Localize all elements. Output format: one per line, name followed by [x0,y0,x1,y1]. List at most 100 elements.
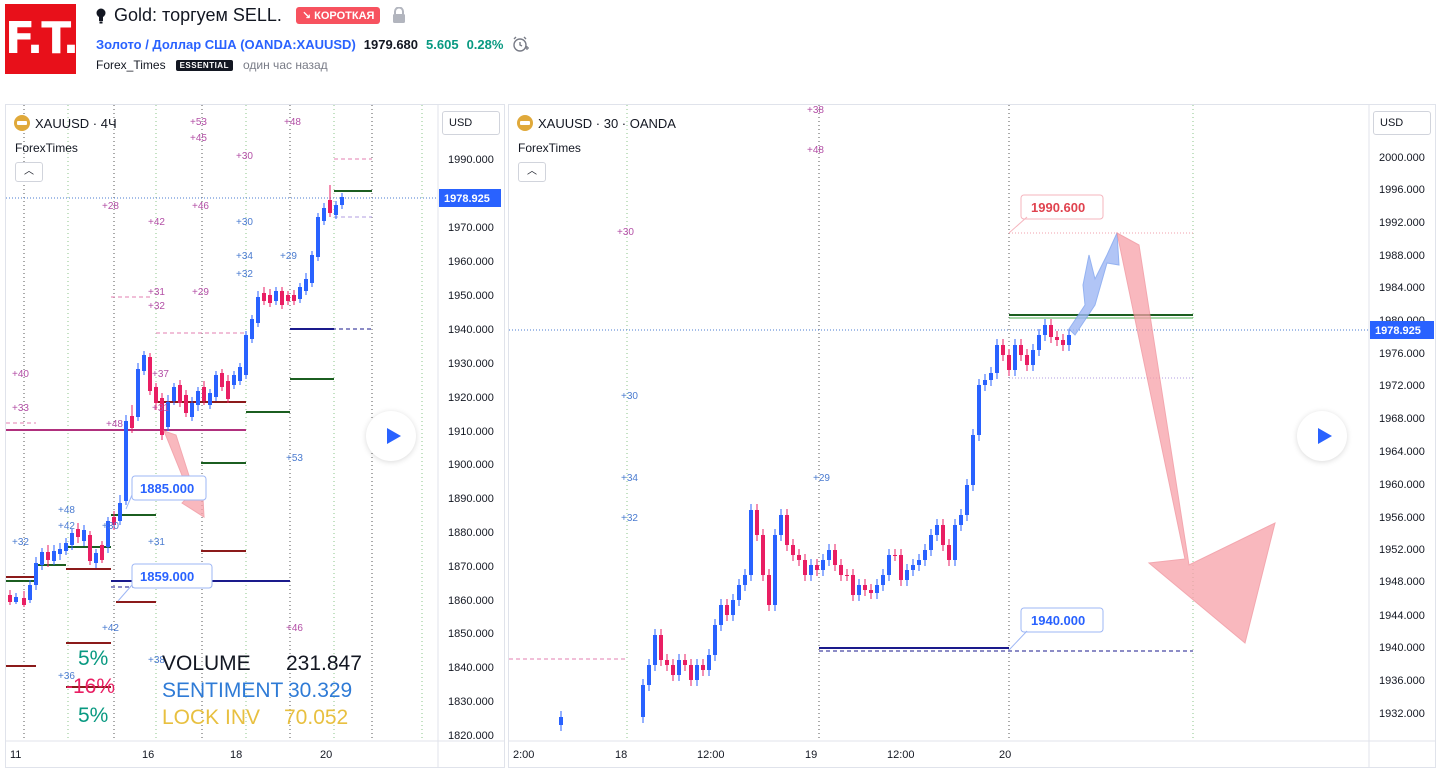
right-candle-body [1061,340,1065,345]
left-level-label: +37 [152,369,169,380]
left-level-label: +48 [106,419,123,430]
right-buy-arrow [1068,232,1120,336]
essential-badge: ESSENTIAL [175,59,233,71]
left-candle-body [340,197,344,205]
left-candle-body [334,205,338,215]
right-y-tick: 1984.000 [1379,282,1425,294]
right-candle-body [833,550,837,565]
left-currency-button[interactable]: USD [442,111,500,135]
left-x-tick: 20 [320,749,332,761]
symbol-link[interactable]: Золото / Доллар США (OANDA:XAUUSD) [96,36,356,52]
left-candle-body [202,387,206,401]
left-level-label: +42 [102,623,119,634]
right-candle-body [995,345,999,373]
left-callout-pointer [125,494,133,510]
right-level-label: +34 [621,473,638,484]
right-y-tick: 1968.000 [1379,413,1425,425]
right-chart-canvas[interactable]: 2000.000 1996.000 1992.000 1988.000 1984.000… [509,105,1436,768]
left-indicator-name[interactable]: ForexTimes [15,141,78,155]
left-candle-body [118,503,122,521]
left-play-button[interactable] [366,411,416,461]
left-candle-body [8,595,12,602]
left-pct-label: 5% [78,647,108,670]
author-line: Forex_Times ESSENTIAL один час назад [96,58,328,72]
right-candle-body [1055,337,1059,340]
chevron-up-icon: ︿ [527,166,537,177]
right-chart-legend[interactable]: XAUUSD · 30 · OANDA [517,115,676,131]
right-candle-body [911,565,915,570]
right-candle-body [809,565,813,575]
volume-value: 231.847 [286,652,362,675]
right-candle-body [989,373,993,380]
right-candle-body [953,525,957,560]
right-candle-body [677,660,681,675]
left-y-tick: 1960.000 [448,256,494,268]
left-candle-body [196,391,200,405]
left-y-tick: 1860.000 [448,595,494,607]
left-candle-body [76,529,80,537]
left-sell-arrow [163,430,205,518]
left-chart-legend[interactable]: XAUUSD · 4Ч [14,115,117,131]
alarm-clock-icon[interactable] [511,35,530,53]
left-candle-body [52,551,56,561]
right-candle-body [803,560,807,575]
lock-inv-label: LOCK INV [162,706,260,729]
left-candle-body [14,597,18,602]
right-level-label: +38 [807,105,824,116]
left-candle-body [280,291,284,305]
left-candle-body [136,369,140,417]
right-indicator-name[interactable]: ForexTimes [518,141,581,155]
right-chart-panel[interactable]: 2000.000 1996.000 1992.000 1988.000 1984.000… [508,104,1436,768]
right-candle-body [665,660,669,665]
left-candle-body [100,545,104,560]
right-candle-body [737,585,741,600]
forex-times-logo[interactable]: F.T. [5,4,79,74]
left-y-tick: 1880.000 [448,527,494,539]
right-level-label: +30 [621,391,638,402]
left-level-label: +30 [236,151,253,162]
left-y-tick: 1970.000 [448,222,494,234]
right-callout-label: 1990.600 [1031,200,1085,215]
left-level-label: +30 [102,521,119,532]
right-candle-body [941,525,945,545]
right-play-button[interactable] [1297,411,1347,461]
idea-title[interactable]: Gold: торгуем SELL. [114,5,282,25]
right-candle-body [797,555,801,560]
right-candle-body [761,535,765,575]
right-x-tick: 2:00 [513,749,534,761]
left-level-label: +48 [58,505,75,516]
right-candle-body [749,510,753,575]
left-level-label: +32 [236,269,253,280]
left-y-tick: 1940.000 [448,324,494,336]
left-current-price-tag [439,189,501,207]
left-x-tick: 11 [10,749,21,761]
right-candle-body [713,625,717,655]
left-level-label: +29 [280,251,297,262]
sentiment-value: 30.329 [288,679,352,702]
left-y-tick: 1850.000 [448,628,494,640]
left-level-label: +46 [286,623,303,634]
left-collapse-button[interactable]: ︿ [15,162,43,182]
left-candle-body [148,357,152,391]
lightbulb-icon [96,8,106,23]
right-collapse-button[interactable]: ︿ [518,162,546,182]
left-callout-label: 1885.000 [140,481,194,496]
author-name[interactable]: Forex_Times [96,58,166,72]
left-y-tick: 1840.000 [448,662,494,674]
left-level-label: +33 [12,403,29,414]
volume-label: VOLUME [162,652,251,675]
left-chart-canvas[interactable]: 1990.000 1970.000 1960.000 1950.000 1940.000… [6,105,505,768]
right-callout-pointer [1008,216,1028,234]
right-candle-body [707,655,711,670]
left-candle-body [298,287,302,299]
coin-icon [14,115,30,131]
left-chart-panel[interactable]: 1990.000 1970.000 1960.000 1950.000 1940.000… [5,104,505,768]
right-x-tick: 20 [999,749,1011,761]
left-candle-body [40,552,44,565]
right-level-label: +29 [813,473,830,484]
right-y-tick: 2000.000 [1379,152,1425,164]
left-level-label: +30 [236,217,253,228]
left-callout-pointer [117,584,133,602]
right-currency-button[interactable]: USD [1373,111,1431,135]
right-level-label: +30 [617,227,634,238]
